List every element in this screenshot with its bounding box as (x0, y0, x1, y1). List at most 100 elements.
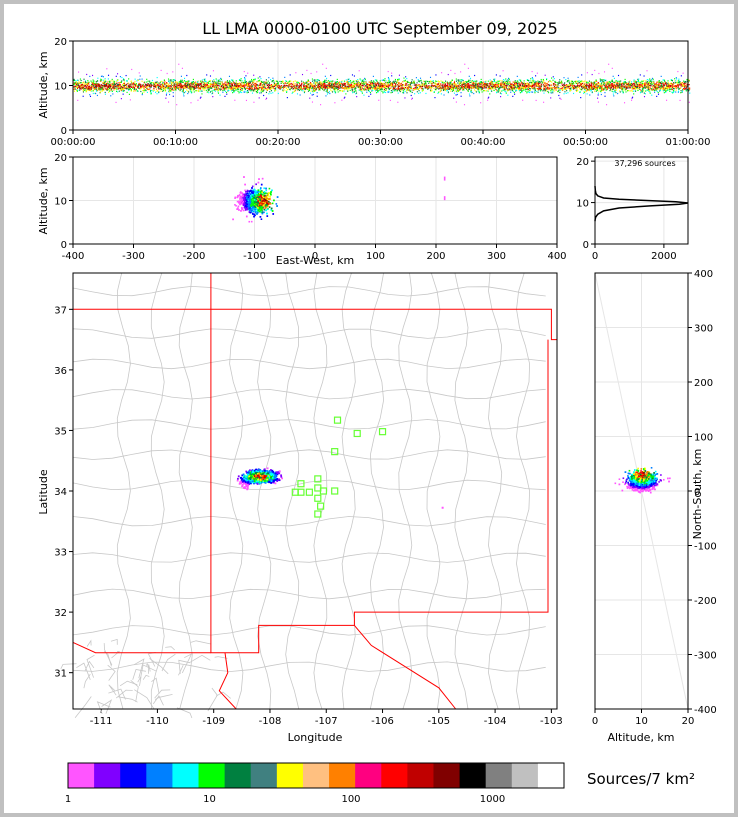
source-point (561, 83, 563, 85)
source-point (97, 89, 99, 91)
source-point (433, 91, 435, 93)
source-point (244, 91, 246, 93)
source-point (353, 84, 355, 87)
source-point (304, 88, 306, 91)
source-point (228, 80, 231, 82)
source-point (260, 80, 263, 83)
source-point (240, 87, 242, 89)
source-point (477, 85, 479, 87)
source-point (572, 88, 574, 90)
source-point (344, 83, 347, 85)
source-point (114, 83, 117, 86)
source-point (316, 82, 318, 84)
source-point (104, 83, 106, 85)
source-point (167, 85, 169, 87)
source-point (116, 85, 118, 87)
source-point (468, 75, 470, 77)
source-point (358, 70, 360, 72)
source-point (80, 82, 82, 84)
source-point (181, 81, 183, 84)
source-point (216, 86, 218, 88)
source-point (359, 85, 361, 87)
source-point (267, 84, 269, 86)
source-point (441, 87, 443, 89)
source-point (206, 74, 208, 76)
source-point (525, 88, 528, 90)
source-point (219, 79, 221, 81)
source-point (516, 80, 518, 82)
source-point (392, 90, 394, 93)
source-point (308, 83, 310, 85)
source-point (159, 88, 161, 90)
source-point (81, 84, 83, 86)
source-point (205, 84, 207, 86)
source-point (102, 86, 104, 88)
source-point (377, 83, 379, 85)
source-point (535, 99, 537, 102)
source-point (505, 91, 507, 93)
source-point (260, 89, 263, 91)
source-point (457, 82, 459, 84)
source-point (543, 80, 545, 82)
source-point (449, 81, 451, 83)
source-point (111, 84, 113, 87)
source-point (310, 83, 312, 85)
source-point (585, 88, 587, 90)
source-point (232, 92, 234, 94)
source-point (226, 86, 228, 89)
source-point (562, 84, 564, 87)
source-point (336, 87, 338, 89)
source-point (504, 79, 506, 81)
source-point (245, 99, 248, 102)
source-point (503, 82, 505, 85)
source-point (487, 80, 489, 82)
source-point (483, 84, 485, 86)
source-point (326, 91, 328, 93)
source-point (118, 90, 120, 92)
source-point (487, 97, 489, 99)
source-point (220, 77, 222, 80)
source-point (570, 85, 572, 87)
source-point (386, 84, 388, 87)
source-point (470, 89, 472, 91)
source-point (174, 81, 176, 83)
source-point (437, 86, 439, 89)
source-point (191, 89, 193, 91)
source-point (149, 88, 151, 90)
source-point (247, 85, 249, 88)
source-point (85, 90, 88, 92)
source-point (240, 85, 242, 87)
source-point (139, 78, 141, 80)
source-point (381, 89, 383, 91)
source-point (357, 81, 359, 83)
source-point (456, 90, 458, 92)
source-point (164, 89, 167, 91)
source-point (331, 90, 333, 92)
source-point (238, 85, 240, 87)
source-point (374, 82, 376, 84)
source-point (388, 81, 390, 83)
source-point (475, 85, 477, 87)
source-point (266, 82, 268, 84)
source-point (473, 87, 475, 89)
source-point (199, 97, 201, 99)
source-point (108, 91, 110, 93)
source-point (241, 91, 243, 94)
source-point (257, 88, 259, 90)
source-point (185, 80, 187, 83)
source-point (242, 82, 244, 84)
source-point (191, 81, 193, 83)
source-point (567, 84, 569, 86)
source-point (179, 89, 181, 91)
source-point (317, 86, 319, 88)
source-point (323, 80, 325, 83)
source-point (253, 90, 255, 92)
source-point (116, 87, 118, 89)
source-point (533, 83, 535, 85)
source-point (543, 92, 545, 94)
source-point (201, 86, 203, 88)
source-point (324, 83, 326, 85)
source-point (523, 86, 525, 88)
source-point (252, 85, 254, 87)
source-point (156, 90, 158, 92)
